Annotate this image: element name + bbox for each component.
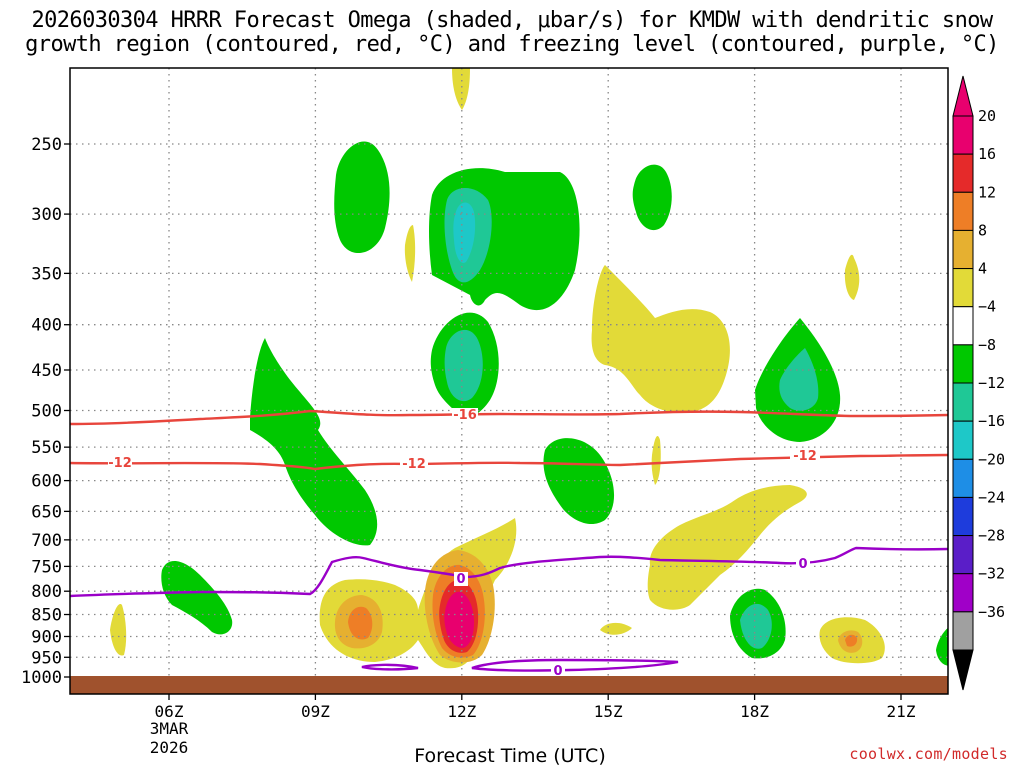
contour-label: 0 — [553, 664, 562, 679]
contour-label: -16 — [453, 408, 477, 423]
omega-region — [444, 329, 483, 402]
colorbar-top-arrow — [952, 75, 974, 117]
contour-freezing-level-near-surface — [471, 658, 679, 672]
y-tick-label: 450 — [31, 361, 62, 381]
date-label-month: 3MAR — [150, 719, 189, 738]
omega-region — [161, 560, 233, 635]
y-tick-label: 850 — [31, 606, 62, 626]
y-tick-label: 550 — [31, 438, 62, 458]
colorbar-tick-label: −32 — [978, 565, 1005, 583]
colorbar-segment — [952, 535, 974, 575]
omega-region — [936, 627, 948, 666]
x-tick-label: 18Z — [740, 702, 769, 721]
colorbar-tick-label: −4 — [978, 298, 996, 316]
contour-label: -12 — [793, 449, 817, 464]
omega-region — [453, 202, 476, 263]
colorbar-segment — [952, 458, 974, 498]
y-tick-label: 500 — [31, 402, 62, 422]
y-tick-label: 900 — [31, 627, 62, 647]
grid — [70, 68, 948, 694]
omega-region — [250, 338, 378, 546]
omega-region — [845, 634, 858, 647]
contour-label: 0 — [798, 557, 807, 572]
x-tick-label: 12Z — [447, 702, 476, 721]
y-tick-label: 350 — [31, 264, 62, 284]
x-tick-label: 06Z — [155, 702, 184, 721]
omega-region — [632, 164, 672, 231]
y-tick-label: 800 — [31, 582, 62, 602]
omega-region — [600, 622, 632, 635]
x-tick-label: 15Z — [594, 702, 623, 721]
omega-region — [740, 603, 772, 649]
colorbar-tick-label: −12 — [978, 374, 1005, 392]
colorbar-segment — [952, 344, 974, 384]
y-axis: 2503003504004505005506006507007508008509… — [21, 135, 70, 688]
colorbar-tick-label: 12 — [978, 183, 996, 201]
contour-freezing-level — [70, 546, 948, 598]
colorbar-segment — [952, 382, 974, 422]
colorbar-tick-label: 8 — [978, 221, 987, 239]
x-axis-label: Forecast Time (UTC) — [414, 745, 606, 767]
omega-region — [647, 485, 807, 610]
colorbar-tick-label: 20 — [978, 107, 996, 125]
y-tick-label: 650 — [31, 502, 62, 522]
omega-region — [844, 254, 860, 300]
y-tick-label: 750 — [31, 557, 62, 577]
colorbar-tick-label: −8 — [978, 336, 996, 354]
colorbar: 20 16 12 8 4 −4 −8 −12 −16 −20 −24 −28 −32 −36 — [952, 75, 1005, 691]
contour-label: -12 — [108, 456, 132, 471]
colorbar-tick-label: 4 — [978, 260, 987, 278]
colorbar-segment — [952, 153, 974, 193]
omega-region — [651, 435, 661, 485]
y-tick-label: 1000 — [21, 668, 62, 688]
omega-region — [591, 265, 730, 413]
omega-shading — [110, 68, 948, 669]
contour-freezing-level-near-surface — [361, 663, 419, 671]
colorbar-segment — [952, 268, 974, 308]
omega-region — [404, 225, 416, 282]
y-tick-label: 300 — [31, 205, 62, 225]
colorbar-segment — [952, 496, 974, 537]
colorbar-tick-label: −28 — [978, 527, 1005, 545]
omega-region — [543, 438, 615, 525]
colorbar-segment — [952, 420, 974, 460]
colorbar-segment — [952, 191, 974, 231]
omega-region — [444, 591, 474, 648]
x-tick-label: 21Z — [887, 702, 916, 721]
omega-region — [779, 348, 819, 411]
colorbar-segment — [952, 115, 974, 155]
chart-title-line1: 2026030304 HRRR Forecast Omega (shaded, … — [31, 8, 993, 33]
omega-region — [334, 141, 390, 254]
colorbar-tick-label: 16 — [978, 145, 996, 163]
contour-dendritic-upper — [70, 409, 948, 426]
colorbar-segment — [952, 611, 974, 651]
contours: -12 -12 -12 -16 0 0 0 — [70, 408, 948, 679]
credit-text: coolwx.com/models — [849, 745, 1008, 763]
y-tick-label: 600 — [31, 472, 62, 492]
date-label-year: 2026 — [150, 738, 189, 757]
y-tick-label: 400 — [31, 316, 62, 336]
y-tick-label: 950 — [31, 648, 62, 668]
contour-label: -12 — [402, 457, 426, 472]
chart-title-line2: growth region (contoured, red, °C) and f… — [25, 32, 999, 57]
colorbar-tick-label: −36 — [978, 603, 1005, 621]
colorbar-tick-label: −16 — [978, 412, 1005, 430]
y-tick-label: 250 — [31, 135, 62, 155]
omega-region — [110, 604, 127, 656]
x-axis: 06Z 09Z 12Z 15Z 18Z 21Z — [155, 694, 916, 721]
colorbar-segment — [952, 573, 974, 613]
omega-region — [452, 68, 470, 110]
colorbar-tick-label: −20 — [978, 450, 1005, 468]
colorbar-segment — [952, 306, 974, 346]
ground-surface — [70, 676, 948, 694]
colorbar-bottom-arrow — [952, 649, 974, 691]
x-tick-label: 09Z — [301, 702, 330, 721]
contour-label: 0 — [456, 572, 465, 587]
omega-region — [348, 606, 373, 640]
colorbar-segment — [952, 229, 974, 270]
y-tick-label: 700 — [31, 531, 62, 551]
plot-frame — [69, 67, 949, 695]
colorbar-tick-label: −24 — [978, 488, 1005, 506]
